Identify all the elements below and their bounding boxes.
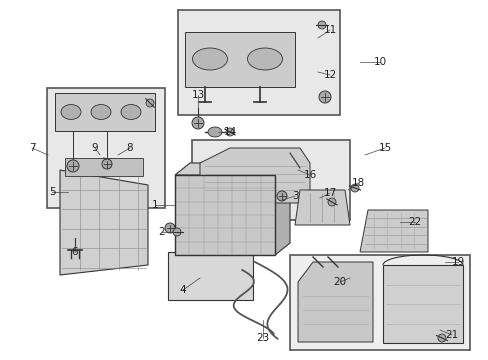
Text: 22: 22 bbox=[407, 217, 421, 227]
Ellipse shape bbox=[247, 48, 282, 70]
Circle shape bbox=[317, 21, 325, 29]
Bar bbox=[65, 158, 142, 176]
Text: 3: 3 bbox=[291, 191, 298, 201]
Text: 21: 21 bbox=[445, 330, 458, 340]
Circle shape bbox=[164, 223, 175, 233]
Text: 17: 17 bbox=[323, 188, 336, 198]
Bar bbox=[168, 252, 252, 300]
Text: 18: 18 bbox=[351, 178, 364, 188]
Circle shape bbox=[225, 128, 234, 136]
Ellipse shape bbox=[192, 48, 227, 70]
Polygon shape bbox=[60, 170, 148, 275]
Text: 8: 8 bbox=[126, 143, 133, 153]
Text: 19: 19 bbox=[450, 257, 464, 267]
Circle shape bbox=[350, 184, 358, 192]
Text: 16: 16 bbox=[303, 170, 316, 180]
Text: 2: 2 bbox=[159, 227, 165, 237]
Circle shape bbox=[102, 159, 112, 169]
Text: 11: 11 bbox=[323, 25, 336, 35]
Text: 1: 1 bbox=[151, 200, 158, 210]
Bar bbox=[55, 93, 155, 131]
Text: 14: 14 bbox=[223, 127, 236, 137]
Ellipse shape bbox=[207, 127, 222, 137]
Bar bbox=[178, 10, 339, 115]
Text: 4: 4 bbox=[179, 285, 186, 295]
Text: 23: 23 bbox=[256, 333, 269, 343]
Bar bbox=[382, 265, 462, 343]
Bar bbox=[47, 88, 164, 208]
Text: 10: 10 bbox=[373, 57, 386, 67]
Polygon shape bbox=[294, 190, 349, 225]
Bar bbox=[192, 140, 349, 220]
Text: 5: 5 bbox=[49, 187, 55, 197]
Polygon shape bbox=[359, 210, 427, 252]
Text: 6: 6 bbox=[72, 247, 78, 257]
Polygon shape bbox=[200, 148, 309, 203]
Circle shape bbox=[173, 228, 181, 236]
Circle shape bbox=[437, 334, 445, 342]
Text: 7: 7 bbox=[29, 143, 35, 153]
Circle shape bbox=[67, 160, 79, 172]
Polygon shape bbox=[175, 163, 289, 175]
Bar bbox=[289, 255, 469, 350]
Text: 20: 20 bbox=[333, 277, 346, 287]
Circle shape bbox=[192, 117, 203, 129]
Circle shape bbox=[318, 91, 330, 103]
Text: 12: 12 bbox=[323, 70, 336, 80]
Bar bbox=[175, 175, 274, 255]
Text: 15: 15 bbox=[378, 143, 391, 153]
Ellipse shape bbox=[61, 104, 81, 120]
Text: 9: 9 bbox=[92, 143, 98, 153]
Polygon shape bbox=[297, 262, 372, 342]
Ellipse shape bbox=[91, 104, 111, 120]
Text: 13: 13 bbox=[191, 90, 204, 100]
Ellipse shape bbox=[121, 104, 141, 120]
Bar bbox=[184, 32, 294, 87]
Circle shape bbox=[327, 198, 335, 206]
Polygon shape bbox=[274, 163, 289, 255]
Circle shape bbox=[276, 191, 286, 201]
Circle shape bbox=[146, 99, 154, 107]
Bar bbox=[175, 175, 274, 255]
